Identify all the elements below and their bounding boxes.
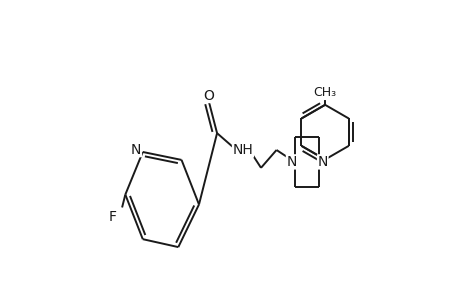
Text: N: N xyxy=(286,155,296,169)
Text: N: N xyxy=(131,142,141,157)
Text: N: N xyxy=(317,155,327,169)
Text: F: F xyxy=(108,210,116,224)
Text: NH: NH xyxy=(232,143,253,157)
Text: O: O xyxy=(203,88,213,103)
Text: CH₃: CH₃ xyxy=(313,86,336,99)
